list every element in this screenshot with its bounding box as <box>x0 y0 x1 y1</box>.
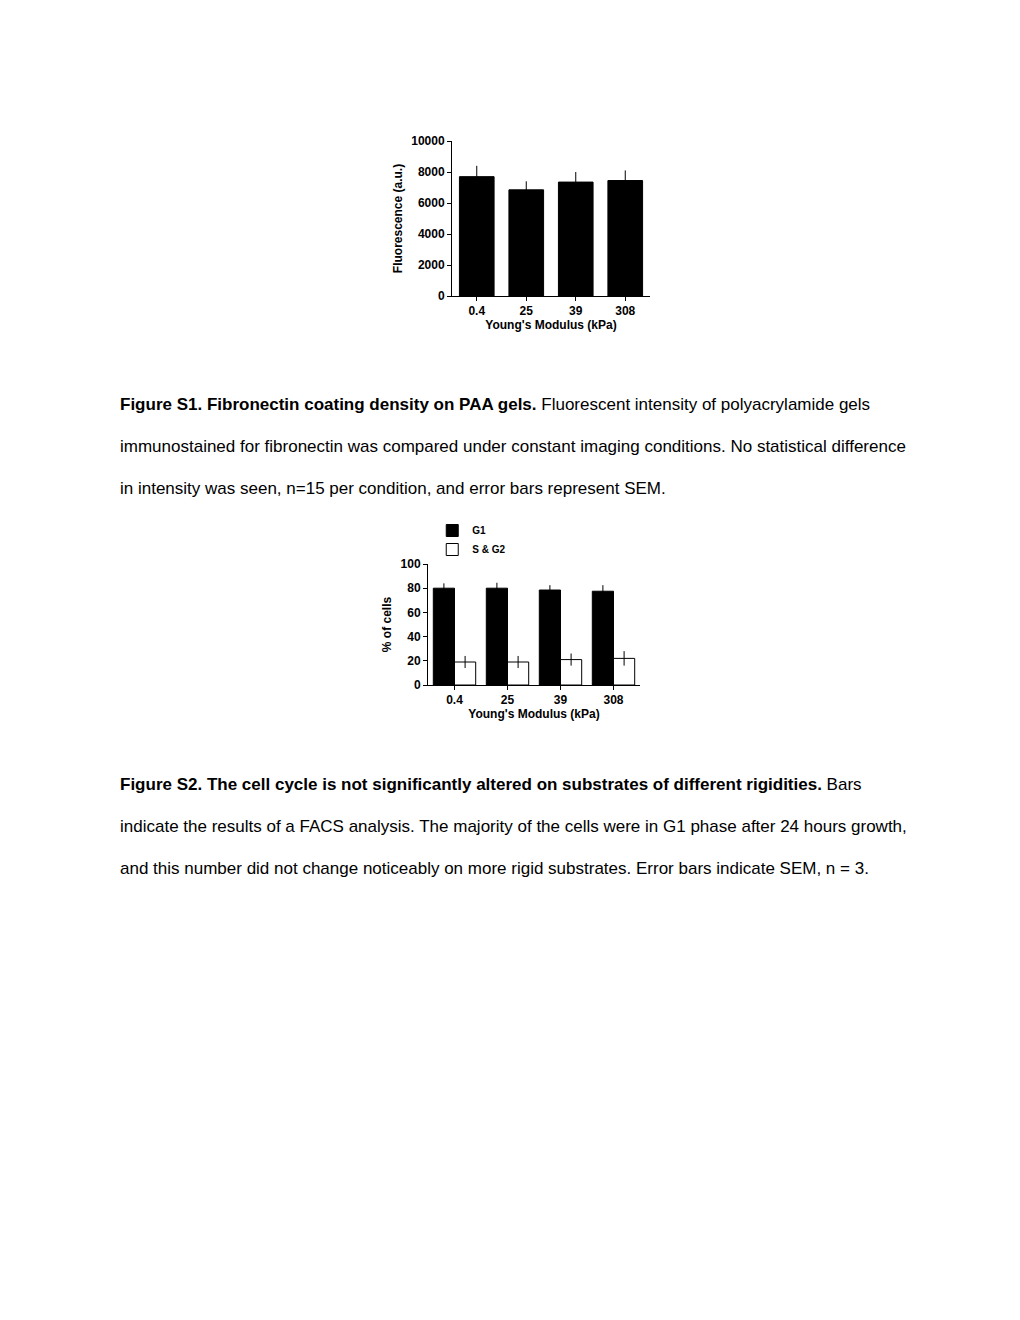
svg-text:8000: 8000 <box>418 165 445 179</box>
svg-text:39: 39 <box>554 693 568 707</box>
svg-text:0: 0 <box>414 678 421 692</box>
svg-text:0: 0 <box>438 289 445 303</box>
svg-text:Young's Modulus (kPa): Young's Modulus (kPa) <box>468 707 599 721</box>
svg-text:25: 25 <box>501 693 515 707</box>
svg-text:Fluorescence (a.u.): Fluorescence (a.u.) <box>391 164 405 273</box>
html-text:Figure S1. Fibronectin coating: Figure S1. Fibronectin coating density o… <box>120 395 906 498</box>
svg-text:100: 100 <box>401 557 421 571</box>
svg-text:0.4: 0.4 <box>468 304 485 318</box>
svg-text:G1: G1 <box>472 525 486 536</box>
svg-text:6000: 6000 <box>418 196 445 210</box>
svg-text:2000: 2000 <box>418 258 445 272</box>
svg-text:60: 60 <box>407 606 421 620</box>
svg-text:S & G2: S & G2 <box>472 544 505 555</box>
svg-text:20: 20 <box>407 654 421 668</box>
html-text:Figure S2. The cell cycle is n: Figure S2. The cell cycle is not signifi… <box>120 775 907 878</box>
svg-text:10000: 10000 <box>411 134 445 148</box>
svg-text:40: 40 <box>407 630 421 644</box>
svg-text:308: 308 <box>603 693 623 707</box>
svg-text:308: 308 <box>615 304 635 318</box>
svg-text:80: 80 <box>407 581 421 595</box>
svg-text:4000: 4000 <box>418 227 445 241</box>
svg-text:% of cells: % of cells <box>380 597 394 653</box>
svg-text:0.4: 0.4 <box>446 693 463 707</box>
svg-text:25: 25 <box>520 304 534 318</box>
svg-text:Young's Modulus (kPa): Young's Modulus (kPa) <box>485 318 616 332</box>
svg-text:39: 39 <box>569 304 583 318</box>
